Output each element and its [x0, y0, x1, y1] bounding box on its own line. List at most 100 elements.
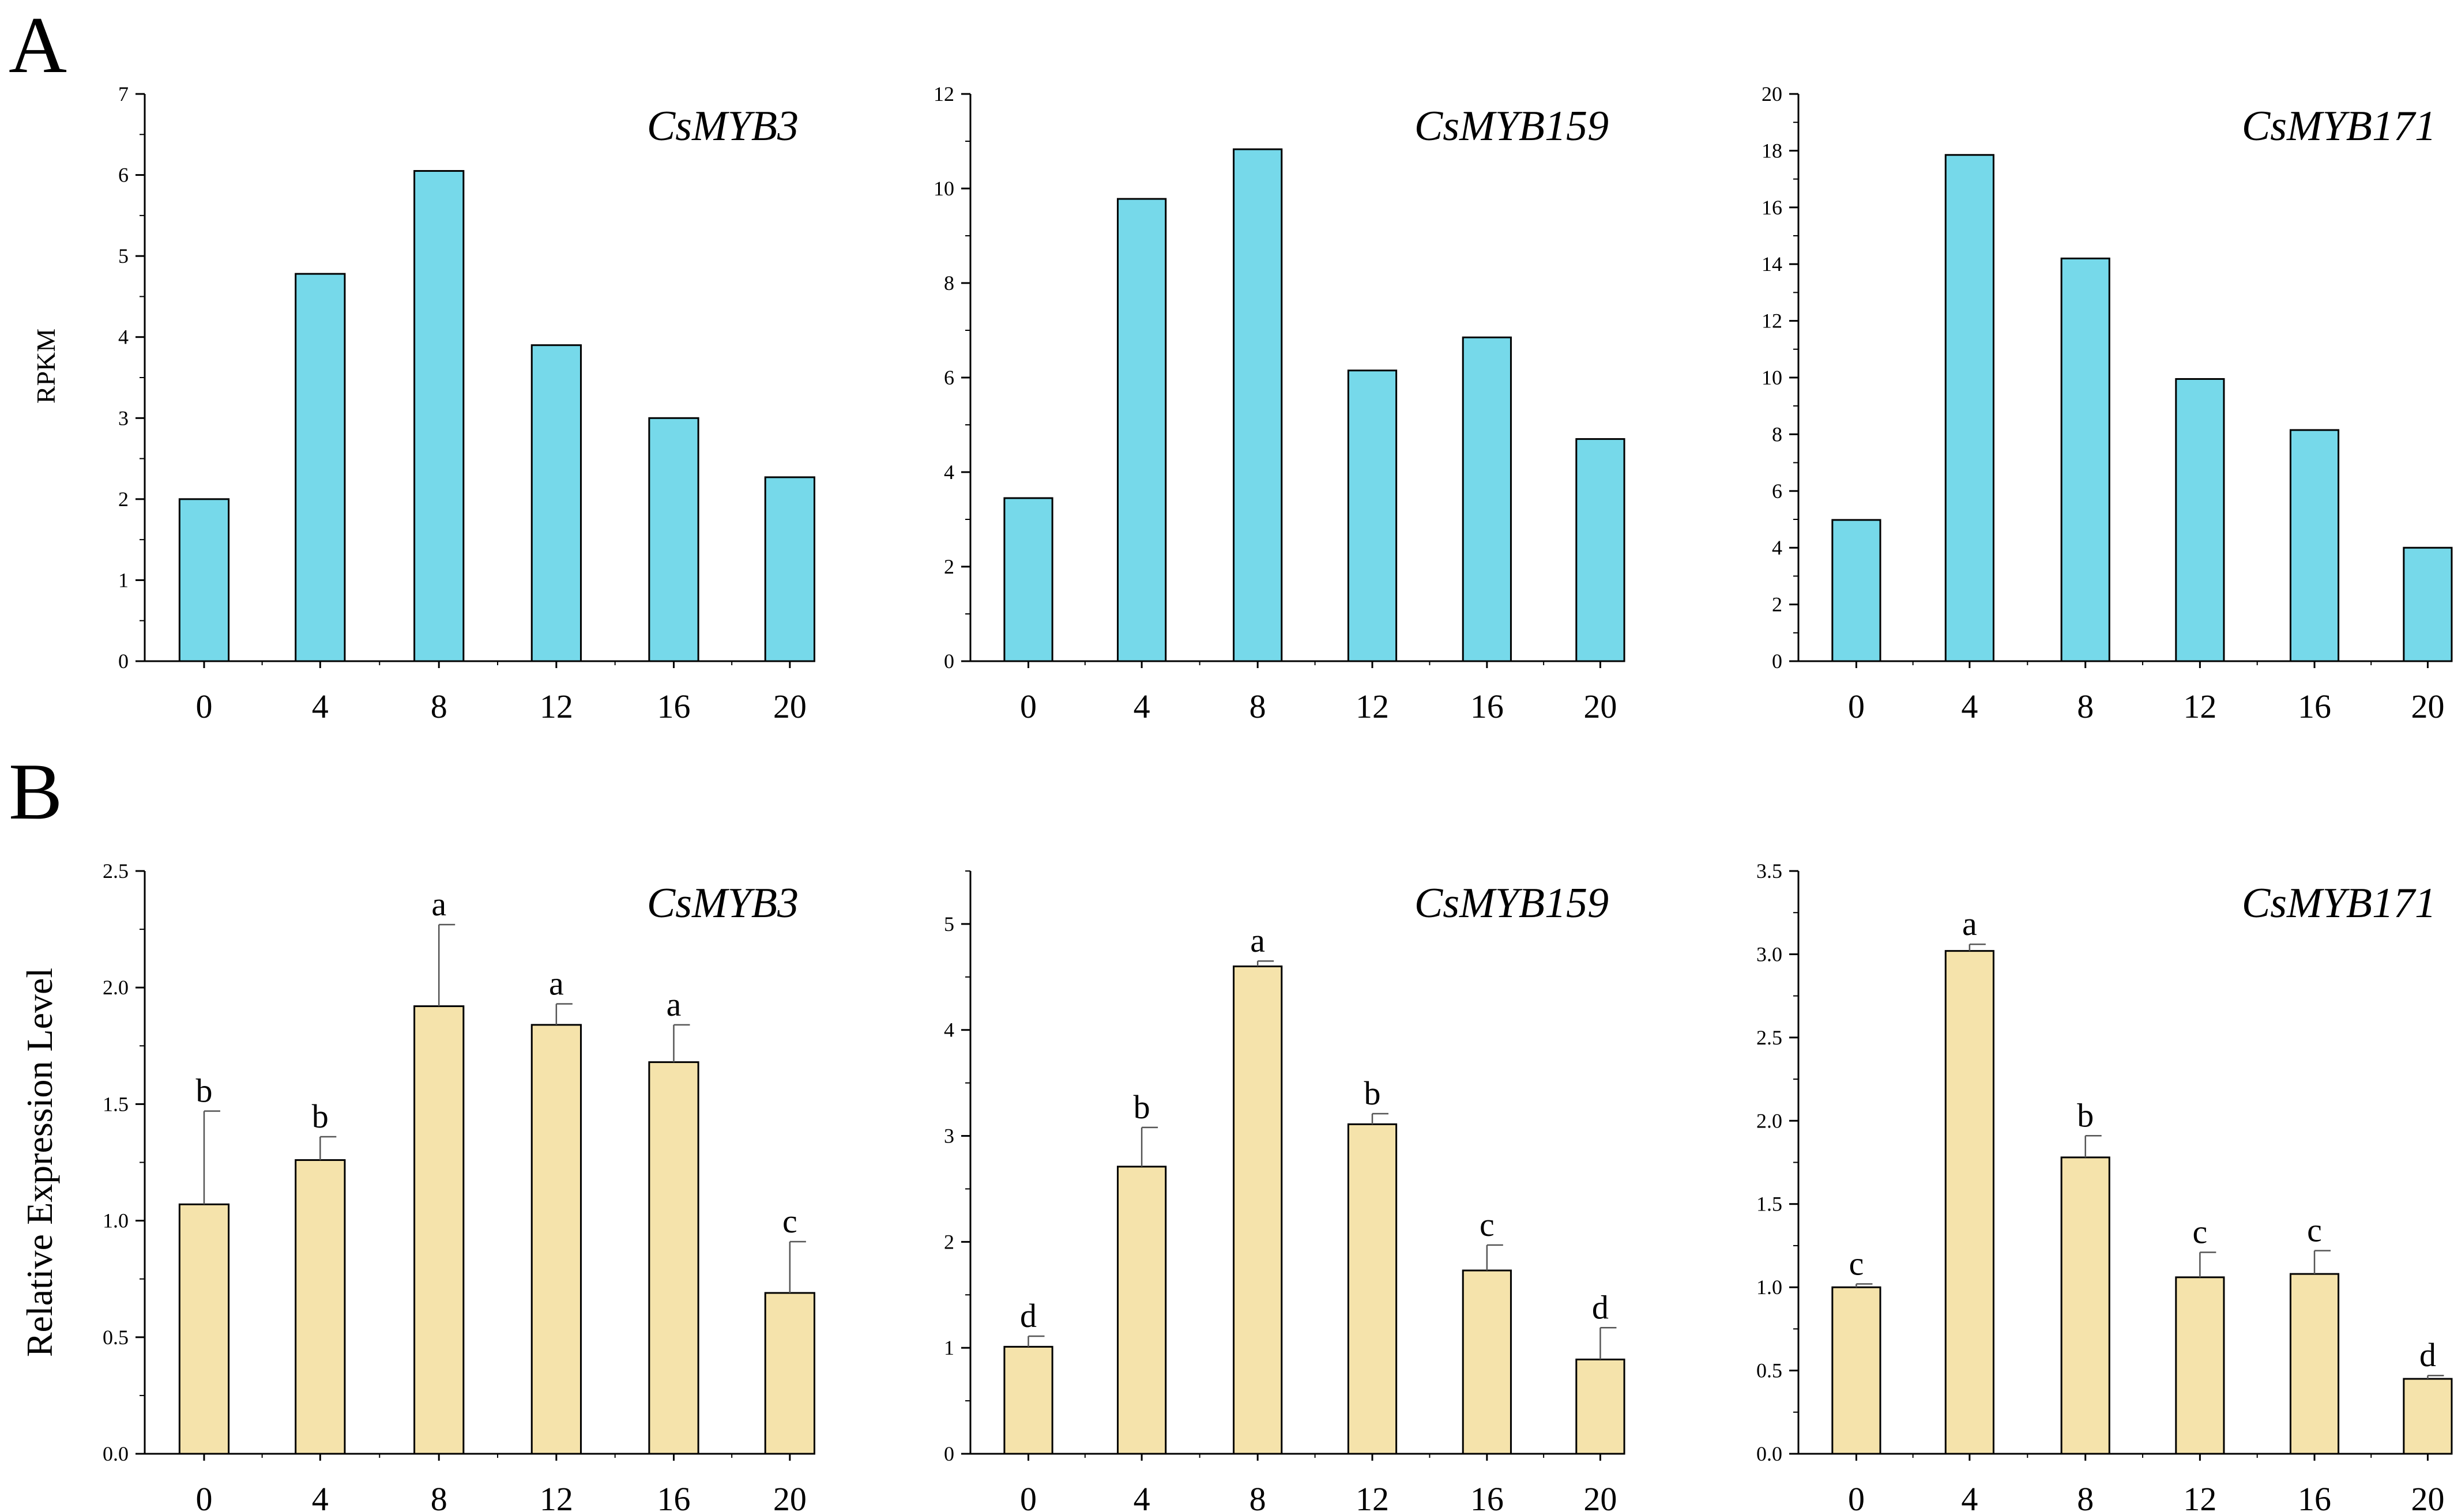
bar	[648, 417, 699, 662]
x-tick-label: 16	[657, 688, 690, 725]
significance-letter: c	[2307, 1212, 2322, 1249]
x-tick-label: 0	[1848, 1480, 1865, 1512]
bar	[1347, 1123, 1398, 1455]
y-tick-label: 12	[934, 82, 954, 105]
significance-letter: a	[1250, 922, 1265, 959]
bar	[1462, 336, 1512, 662]
bar	[1575, 1358, 1625, 1455]
bar	[2175, 378, 2225, 662]
y-tick-label: 0	[1772, 650, 1782, 673]
x-tick-label: 0	[1848, 688, 1865, 725]
y-tick-label: 2	[944, 555, 954, 578]
x-tick-label: 8	[1249, 1480, 1266, 1512]
chart-0-2: 0 2 4 6 8 10 12 14 16 18 20 0 4 8 12 16 20 CsMYB171	[1762, 82, 2453, 725]
bar	[648, 1061, 699, 1455]
chart-1-0: 0.0 0.5 1.0 1.5 2.0 2.5 0 b 4 b 8 a 12 a 16 a 20 c CsMYB3 R…	[19, 859, 815, 1512]
bar	[2060, 1156, 2110, 1455]
gene-title: CsMYB159	[1414, 103, 1609, 150]
x-tick-label: 8	[431, 1480, 447, 1512]
y-tick-label: 0	[944, 650, 954, 673]
bar	[1233, 148, 1283, 662]
bar	[1347, 369, 1398, 662]
y-tick-label: 4	[1772, 536, 1782, 559]
y-axis-label: RPKM	[31, 329, 61, 404]
bar	[2289, 429, 2340, 662]
x-tick-label: 20	[2411, 688, 2444, 725]
gene-title: CsMYB3	[647, 880, 799, 927]
y-tick-label: 4	[118, 326, 129, 349]
y-tick-label: 1	[944, 1336, 954, 1359]
y-tick-label: 2.5	[103, 859, 129, 883]
y-tick-label: 6	[1772, 480, 1782, 503]
y-tick-label: 4	[944, 461, 954, 484]
x-tick-label: 8	[2077, 688, 2094, 725]
significance-letter: b	[195, 1072, 212, 1110]
y-tick-label: 3.5	[1756, 859, 1782, 883]
significance-letter: b	[1134, 1088, 1150, 1126]
bar	[764, 476, 815, 662]
y-tick-label: 4	[944, 1019, 954, 1042]
x-tick-label: 16	[2298, 1480, 2331, 1512]
y-tick-label: 5	[118, 244, 129, 267]
bar	[2175, 1276, 2225, 1455]
x-tick-label: 16	[1470, 688, 1504, 725]
x-tick-label: 8	[2077, 1480, 2094, 1512]
bar	[413, 170, 465, 662]
bar	[530, 1024, 582, 1455]
bar	[1117, 198, 1167, 662]
significance-letter: a	[549, 965, 564, 1002]
significance-letter: c	[2193, 1213, 2208, 1250]
x-tick-label: 20	[773, 688, 807, 725]
bar	[413, 1005, 465, 1455]
bar	[2403, 546, 2453, 662]
y-tick-label: 5	[944, 913, 954, 936]
y-tick-label: 3	[944, 1125, 954, 1148]
y-tick-label: 2.5	[1756, 1026, 1782, 1049]
y-tick-label: 0.0	[1756, 1442, 1782, 1465]
y-tick-label: 2	[118, 488, 129, 511]
y-tick-label: 16	[1762, 196, 1782, 219]
y-tick-label: 2.0	[1756, 1109, 1782, 1132]
x-tick-label: 12	[1356, 1480, 1389, 1512]
gene-title: CsMYB171	[2242, 103, 2436, 150]
gene-title: CsMYB3	[647, 103, 799, 150]
significance-letter: a	[667, 986, 682, 1023]
x-tick-label: 12	[2183, 1480, 2216, 1512]
y-tick-label: 14	[1762, 252, 1782, 276]
y-tick-label: 8	[1772, 423, 1782, 446]
x-tick-label: 20	[773, 1480, 807, 1512]
x-tick-label: 0	[1020, 688, 1037, 725]
y-tick-label: 1.0	[103, 1209, 129, 1232]
bar	[1233, 965, 1283, 1455]
y-tick-label: 3.0	[1756, 942, 1782, 966]
significance-letter: b	[312, 1098, 329, 1135]
x-tick-label: 8	[431, 688, 447, 725]
y-tick-label: 1.5	[1756, 1193, 1782, 1216]
x-tick-label: 4	[312, 688, 329, 725]
x-tick-label: 4	[1961, 1480, 1978, 1512]
x-tick-label: 4	[1134, 1480, 1150, 1512]
bar	[1944, 154, 1994, 662]
y-tick-label: 1.5	[103, 1092, 129, 1115]
significance-letter: a	[431, 885, 446, 923]
y-axis-label: Relative Expression Level	[19, 968, 60, 1357]
x-tick-label: 4	[1961, 688, 1978, 725]
significance-letter: b	[2077, 1096, 2094, 1134]
x-tick-label: 20	[2411, 1480, 2444, 1512]
x-tick-label: 0	[195, 688, 212, 725]
y-tick-label: 10	[934, 177, 954, 200]
x-tick-label: 0	[1020, 1480, 1037, 1512]
y-tick-label: 10	[1762, 366, 1782, 389]
y-tick-label: 1	[118, 568, 129, 591]
bar	[1117, 1166, 1167, 1455]
significance-letter: c	[1480, 1206, 1495, 1243]
y-tick-label: 6	[944, 366, 954, 389]
y-tick-label: 0.5	[1756, 1359, 1782, 1382]
y-tick-label: 3	[118, 406, 129, 429]
chart-1-2: 0.0 0.5 1.0 1.5 2.0 2.5 3.0 3.5 0 c 4 a 8 b 12 c 16 c 20 d C…	[1756, 859, 2453, 1512]
y-tick-label: 0	[944, 1442, 954, 1465]
y-tick-label: 20	[1762, 82, 1782, 105]
x-tick-label: 20	[1583, 1480, 1617, 1512]
